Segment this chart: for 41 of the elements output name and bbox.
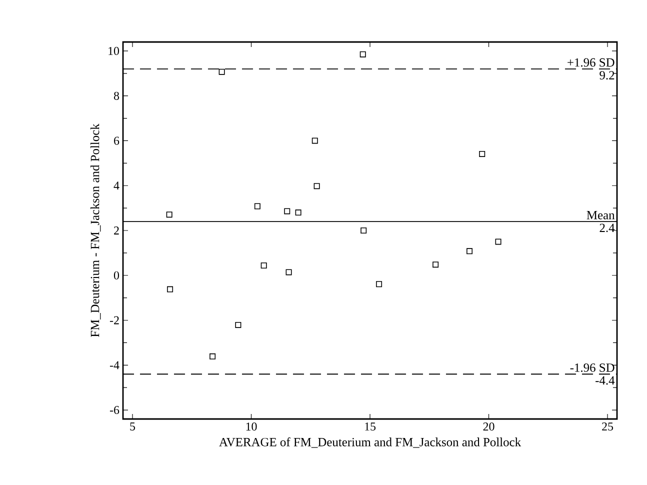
y-tick-label: -4 <box>110 361 120 370</box>
point <box>235 322 242 328</box>
x-tick-label: 5 <box>130 422 136 430</box>
ref-line-label: +1.96 SD <box>568 58 614 67</box>
x-tick-label: 25 <box>602 422 614 431</box>
point <box>254 203 260 210</box>
ref-line-label: Mean <box>586 211 615 220</box>
point <box>218 68 225 75</box>
point <box>360 228 367 234</box>
point <box>210 353 216 360</box>
point <box>167 286 174 292</box>
point <box>376 281 382 288</box>
y-tick-label: -2 <box>110 316 119 324</box>
point <box>295 210 302 216</box>
point <box>284 208 290 214</box>
y-tick-label: -6 <box>110 406 120 414</box>
y-tick-label: 8 <box>114 92 120 100</box>
ref-line-label: -1.96 SD <box>570 363 614 372</box>
y-tick-label: 10 <box>108 46 120 55</box>
annotation: 9.2 <box>600 71 614 80</box>
x-tick-label: 15 <box>365 422 376 431</box>
point <box>479 150 486 157</box>
point <box>314 183 320 190</box>
y-tick-label: 2 <box>114 226 119 234</box>
y-axis-title: FM_Deuterium - FM_Jackson and Pollock <box>90 124 101 338</box>
x-axis-title: AVERAGE of FM_Deuterium and FM_Jackson and Pollock <box>219 437 522 448</box>
annotation: 2.4 <box>600 224 615 232</box>
point <box>495 238 502 245</box>
y-tick-label: 6 <box>114 136 120 145</box>
point <box>260 262 267 269</box>
point <box>432 262 439 268</box>
x-tick-label: 20 <box>483 422 494 431</box>
x-tick-label: 10 <box>246 422 257 431</box>
point <box>360 51 366 58</box>
point <box>286 269 292 276</box>
y-tick-label: 0 <box>114 271 120 280</box>
annotation: -4.4 <box>596 376 615 385</box>
point <box>166 212 172 218</box>
y-tick-label: 4 <box>114 182 120 190</box>
point <box>312 138 318 144</box>
point <box>466 248 473 254</box>
